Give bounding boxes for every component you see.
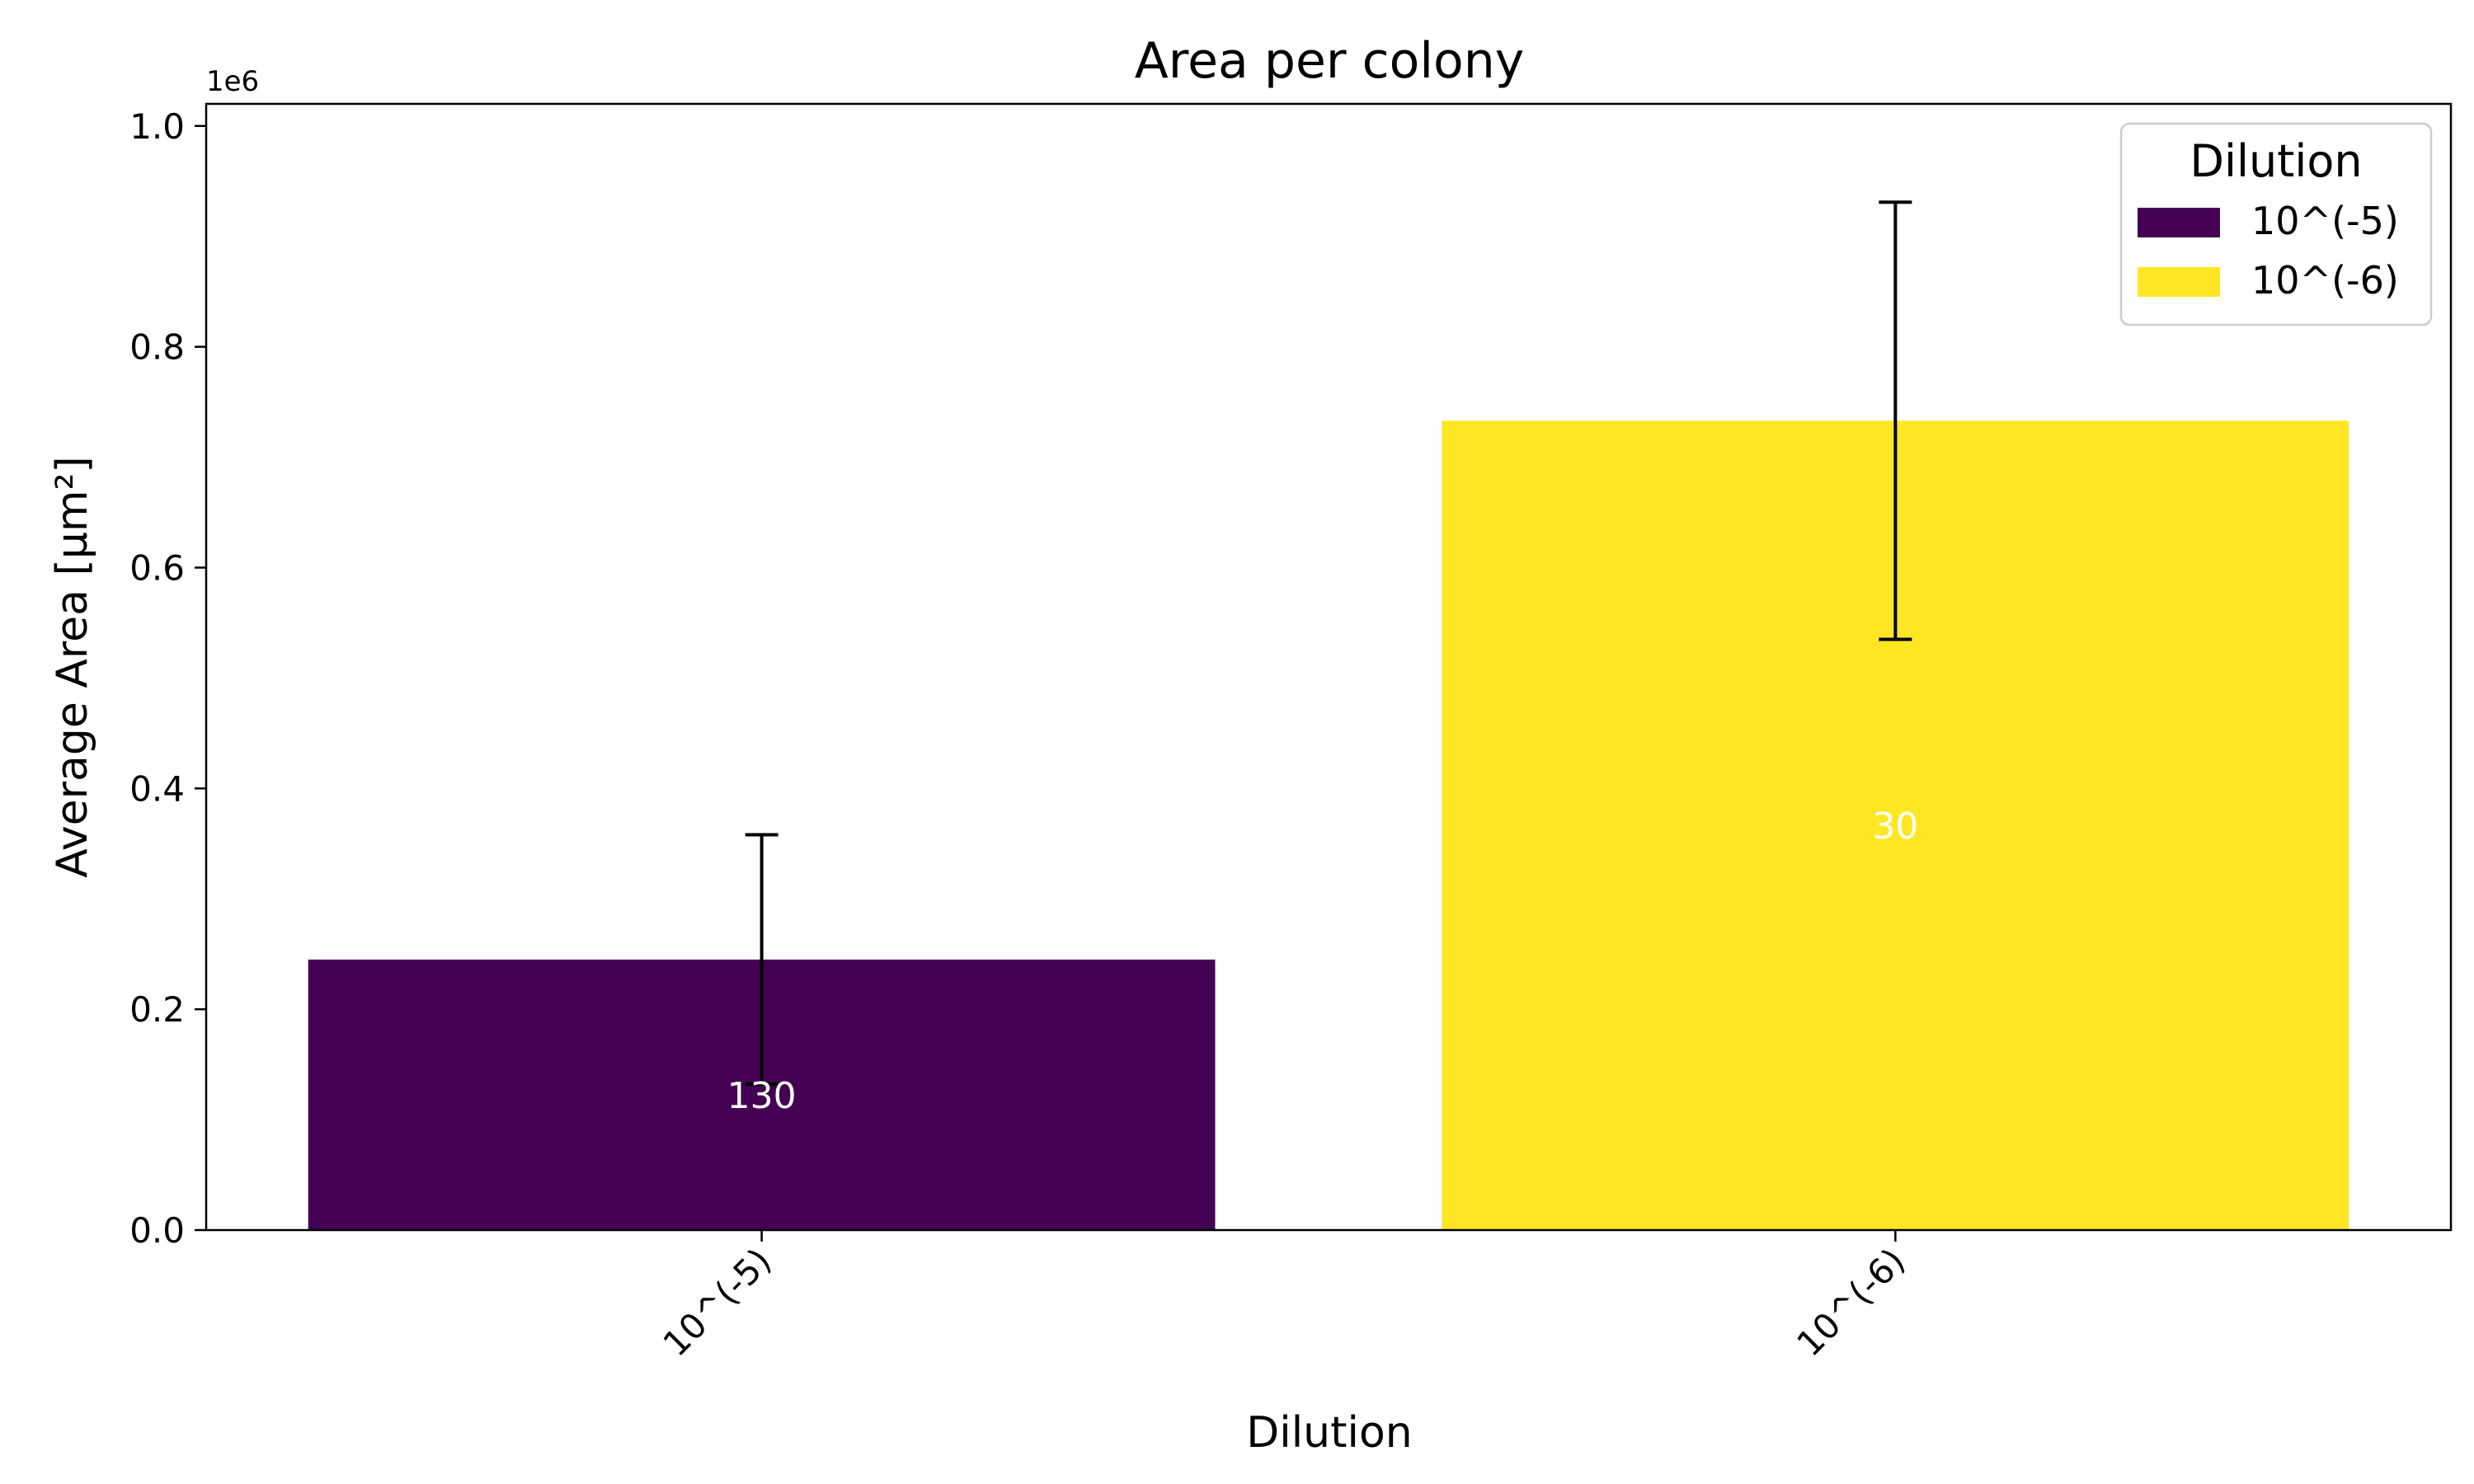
bar-label: 30	[1872, 805, 1918, 848]
y-axis-ticks: 0.0 0.2 0.4 0.6 0.8 1.0	[129, 106, 206, 1251]
error-bars-group	[745, 200, 1912, 1087]
legend-entries: 10^(-5) 10^(-6)	[2138, 199, 2399, 303]
x-axis-label: Dilution	[1246, 1408, 1413, 1458]
bars-group	[308, 420, 2349, 1231]
legend-title: Dilution	[2189, 135, 2362, 187]
plot-area-frame	[205, 102, 2453, 1232]
y-axis-offset-label: 1e6	[206, 65, 259, 98]
chart-title: Area per colony	[1135, 32, 1525, 90]
legend-swatch	[2138, 208, 2220, 237]
y-tick-label: 0.8	[129, 327, 185, 368]
y-tick-label: 0.4	[129, 768, 185, 809]
y-axis-label: Average Area [μm²]	[48, 456, 97, 877]
legend-swatch	[2138, 267, 2220, 297]
y-tick-label: 0.6	[129, 547, 185, 588]
y-tick-label: 0.0	[129, 1210, 185, 1251]
y-tick-label: 0.2	[129, 989, 185, 1030]
legend: Dilution 10^(-5) 10^(-6)	[2119, 122, 2433, 326]
bar-label: 130	[727, 1075, 797, 1117]
legend-entry-label: 10^(-6)	[2251, 258, 2399, 303]
legend-entry-label: 10^(-5)	[2251, 199, 2399, 243]
y-tick-label: 1.0	[129, 106, 185, 147]
bar-labels-group: 130 30	[727, 805, 1919, 1117]
